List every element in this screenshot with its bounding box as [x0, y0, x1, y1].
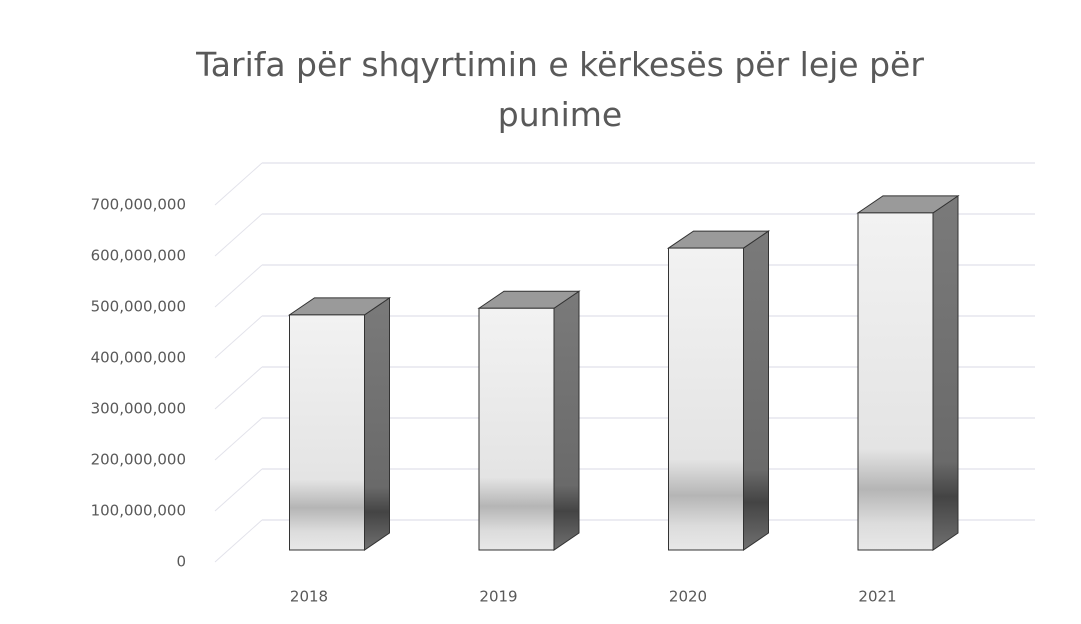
y-tick-label: 600,000,000: [91, 247, 186, 265]
grid-line-depth: [214, 315, 263, 359]
chart-title: Tarifa për shqyrtimin e kërkesës për lej…: [196, 45, 924, 134]
bar-side: [364, 296, 390, 551]
x-tick-label: 2020: [669, 588, 707, 606]
bar-side: [553, 290, 580, 551]
y-tick-label: 300,000,000: [91, 400, 186, 418]
y-tick-label: 200,000,000: [91, 451, 186, 469]
bar: [289, 314, 365, 551]
x-tick-label: 2018: [290, 588, 328, 606]
y-tick-label: 100,000,000: [91, 502, 186, 520]
y-tick-label: 500,000,000: [91, 298, 186, 316]
grid-line-depth: [214, 213, 263, 257]
bar: [478, 307, 555, 551]
y-tick-label: 400,000,000: [91, 349, 186, 367]
y-tick-label: 700,000,000: [91, 196, 186, 214]
bar: [857, 212, 934, 551]
grid-line-depth: [214, 519, 263, 563]
x-tick-label: 2021: [858, 588, 896, 606]
grid-line-depth: [214, 468, 263, 512]
bar: [668, 247, 744, 551]
grid-line-depth: [214, 417, 263, 461]
grid-line-depth: [214, 264, 263, 308]
bar-side: [743, 230, 769, 551]
x-tick-label: 2019: [479, 588, 517, 606]
bar-side: [932, 194, 959, 551]
y-tick-label: 0: [176, 553, 186, 571]
grid-line-depth: [214, 366, 263, 410]
grid-line-depth: [214, 162, 263, 206]
